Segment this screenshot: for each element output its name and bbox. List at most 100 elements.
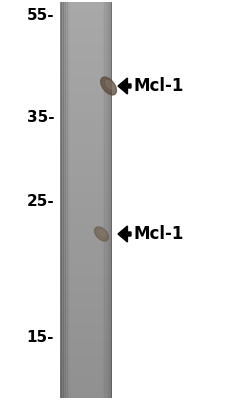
Bar xyxy=(60,372,112,373)
Bar xyxy=(60,100,112,102)
Bar xyxy=(60,120,112,121)
Bar xyxy=(111,2,112,398)
Bar xyxy=(60,273,112,274)
Bar xyxy=(60,14,112,16)
Bar xyxy=(60,16,112,18)
Bar xyxy=(60,288,112,290)
Bar xyxy=(60,124,112,125)
Bar xyxy=(60,287,112,289)
Bar xyxy=(60,319,112,320)
Bar xyxy=(60,240,112,241)
Bar xyxy=(105,2,106,398)
Bar xyxy=(60,385,112,386)
Bar xyxy=(60,11,112,13)
Bar xyxy=(60,390,112,392)
Bar xyxy=(60,104,112,105)
Bar xyxy=(60,304,112,306)
Bar xyxy=(60,246,112,248)
Bar xyxy=(60,267,112,269)
Bar xyxy=(60,26,112,28)
Ellipse shape xyxy=(101,77,117,95)
Bar xyxy=(60,155,112,157)
Bar xyxy=(60,381,112,382)
Ellipse shape xyxy=(99,230,106,236)
Bar xyxy=(60,201,112,203)
Bar xyxy=(60,224,112,226)
Bar xyxy=(60,311,112,313)
Bar xyxy=(60,73,112,75)
Bar xyxy=(60,71,112,72)
Bar xyxy=(60,160,112,162)
Bar xyxy=(60,242,112,244)
Bar xyxy=(60,139,112,141)
Bar xyxy=(60,270,112,272)
Bar xyxy=(60,195,112,196)
Bar xyxy=(60,93,112,95)
Bar xyxy=(60,294,112,296)
Bar xyxy=(60,209,112,211)
Bar xyxy=(60,113,112,115)
Bar xyxy=(60,237,112,239)
Bar xyxy=(60,109,112,111)
Bar xyxy=(62,2,63,398)
Bar xyxy=(60,94,112,96)
Bar xyxy=(60,88,112,90)
Bar xyxy=(60,357,112,359)
Bar xyxy=(60,254,112,256)
Bar xyxy=(60,172,112,174)
Bar xyxy=(60,290,112,292)
Bar xyxy=(60,295,112,297)
Bar xyxy=(69,2,70,398)
Bar xyxy=(60,82,112,84)
Bar xyxy=(60,274,112,276)
Bar xyxy=(60,85,112,87)
Bar xyxy=(60,226,112,228)
Bar xyxy=(60,395,112,397)
Bar xyxy=(104,2,105,398)
Bar xyxy=(60,394,112,396)
Bar xyxy=(60,36,112,38)
Bar xyxy=(60,265,112,266)
FancyArrow shape xyxy=(118,226,131,242)
Bar xyxy=(60,191,112,192)
Bar xyxy=(60,386,112,388)
Bar xyxy=(60,213,112,215)
Bar xyxy=(60,31,112,33)
Bar xyxy=(60,5,112,6)
Bar xyxy=(60,337,112,339)
Bar xyxy=(60,179,112,181)
Text: 35-: 35- xyxy=(27,110,54,126)
Bar xyxy=(60,310,112,311)
Bar xyxy=(60,32,112,34)
Bar xyxy=(60,98,112,100)
Bar xyxy=(60,253,112,254)
Bar xyxy=(60,159,112,161)
Bar xyxy=(60,20,112,22)
Bar xyxy=(60,7,112,9)
Bar xyxy=(60,332,112,334)
Bar xyxy=(60,3,112,5)
Bar xyxy=(60,325,112,327)
Bar xyxy=(60,76,112,78)
Bar xyxy=(60,221,112,223)
Bar xyxy=(60,168,112,170)
Bar xyxy=(60,329,112,331)
Bar xyxy=(60,47,112,49)
Bar xyxy=(60,184,112,186)
Bar xyxy=(60,147,112,149)
Bar xyxy=(60,300,112,302)
Bar xyxy=(60,186,112,187)
Bar xyxy=(65,2,66,398)
Bar xyxy=(60,341,112,343)
Bar xyxy=(60,102,112,104)
Bar xyxy=(60,200,112,202)
Bar xyxy=(60,151,112,153)
Bar xyxy=(60,135,112,137)
Bar xyxy=(60,349,112,351)
Bar xyxy=(60,199,112,200)
Bar xyxy=(60,81,112,83)
Bar xyxy=(60,333,112,335)
Bar xyxy=(60,216,112,218)
Bar xyxy=(61,2,62,398)
Bar xyxy=(60,6,112,8)
